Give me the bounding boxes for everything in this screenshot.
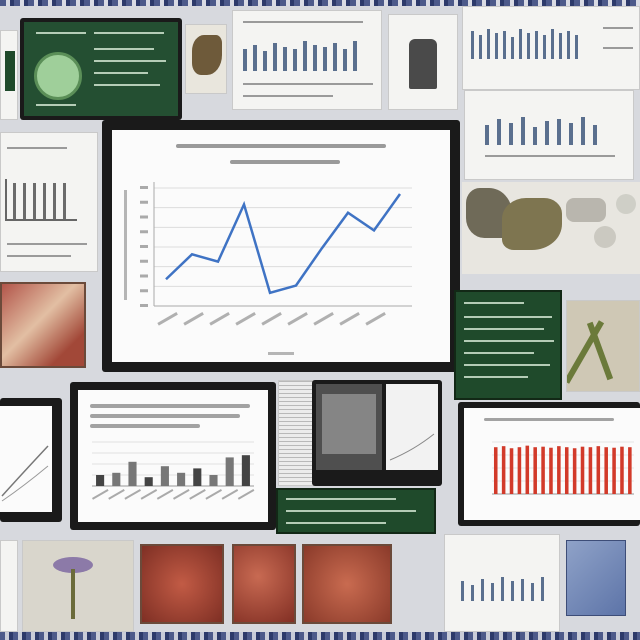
- x-tick-label: [261, 312, 282, 326]
- y-tick-mark: [140, 289, 148, 293]
- bar-chart-screen: [78, 390, 268, 522]
- x-tick-label: [287, 312, 308, 326]
- red-bar: [517, 447, 522, 494]
- red-bar: [604, 447, 608, 494]
- red-bar: [588, 447, 593, 494]
- main-line-chart-screen: [112, 130, 450, 362]
- right-plant-photo: [566, 300, 640, 392]
- bottom-painting-3: [302, 544, 392, 624]
- gray-bar: [144, 477, 153, 486]
- middle-chalkboard: [276, 488, 436, 534]
- artifact-cluster: [462, 182, 640, 274]
- bar-x-label: [205, 489, 222, 500]
- y-tick-mark: [140, 200, 148, 204]
- top-bar-chart-sheet: [232, 10, 382, 110]
- x-tick-label: [235, 312, 256, 326]
- red-bar: [557, 446, 561, 494]
- y-tick-mark: [140, 186, 148, 189]
- bar-x-label: [108, 489, 125, 500]
- top-artifact-photo: [185, 24, 227, 94]
- middle-small-monitor: [312, 380, 442, 486]
- main-chart-series-line: [165, 193, 402, 295]
- bottom-right-chart-sheet: [444, 534, 560, 632]
- red-bar: [541, 446, 545, 494]
- red-bar: [580, 446, 585, 494]
- bar-chart-monitor: [70, 382, 276, 530]
- red-bar-chart-screen: [464, 408, 640, 520]
- left-chart-sheet: [0, 132, 98, 272]
- bottom-painting-1: [140, 544, 224, 624]
- bottom-border-pattern: [0, 632, 640, 640]
- y-axis-label: [124, 190, 127, 300]
- x-tick-label: [209, 312, 230, 326]
- bottom-insect-drawing: [22, 540, 134, 632]
- bottom-painting-2: [232, 544, 296, 624]
- x-axis-label: [268, 352, 294, 355]
- bar-x-label: [92, 489, 109, 500]
- red-bar: [564, 447, 569, 494]
- bar-x-label: [237, 489, 255, 500]
- y-tick-mark: [140, 259, 148, 263]
- red-bar: [509, 448, 514, 494]
- red-bar: [493, 447, 498, 494]
- top-right-chart-sheet: [462, 6, 640, 90]
- right-chalkboard: [454, 290, 562, 400]
- gray-bar: [241, 455, 250, 486]
- red-bar: [612, 447, 616, 494]
- red-bar: [620, 446, 624, 494]
- main-monitor: [102, 120, 460, 372]
- gray-bar-chart: [92, 441, 255, 500]
- y-tick-mark: [140, 304, 148, 307]
- gray-bar: [112, 472, 121, 486]
- bar-x-label: [156, 489, 174, 500]
- bottom-left-sheet: [0, 540, 18, 632]
- red-bar: [533, 447, 537, 494]
- y-tick-mark: [140, 245, 148, 248]
- y-tick-mark: [140, 215, 148, 219]
- gray-bar: [96, 475, 105, 486]
- left-painting: [0, 282, 86, 368]
- gray-bar: [177, 472, 186, 486]
- left-small-monitor: [0, 398, 62, 522]
- gray-bar: [193, 468, 202, 486]
- red-bar-monitor: [458, 402, 640, 526]
- gray-bar: [128, 461, 137, 486]
- red-bar: [572, 448, 577, 494]
- main-line-chart: [124, 144, 412, 355]
- x-tick-label: [365, 312, 386, 326]
- red-bar-chart: [492, 441, 634, 495]
- bar-x-label: [221, 489, 239, 500]
- left-top-sheet: [0, 30, 18, 120]
- right-chart-sheet: [464, 90, 634, 180]
- bar-x-label: [173, 489, 190, 500]
- main-chart-title-bars: [176, 144, 386, 164]
- chalkboard-slide: [24, 22, 178, 116]
- top-bar-chart: [243, 41, 371, 71]
- x-tick-label: [313, 312, 334, 326]
- top-border-pattern: [0, 0, 640, 6]
- red-bar: [628, 447, 632, 494]
- gray-bar: [209, 475, 218, 486]
- bar-x-label: [124, 489, 141, 500]
- red-bar: [549, 447, 553, 494]
- x-tick-label: [339, 312, 360, 326]
- y-tick-mark: [140, 230, 148, 234]
- top-left-monitor: [20, 18, 182, 120]
- gray-bar: [160, 466, 169, 486]
- y-tick-mark: [140, 274, 148, 278]
- bottom-right-blue-image: [566, 540, 626, 616]
- top-garment-photo: [388, 14, 458, 110]
- gray-bar: [225, 457, 234, 486]
- sketch-sheet: [278, 380, 318, 486]
- x-tick-label: [157, 312, 178, 326]
- red-bar: [525, 445, 530, 494]
- red-bar: [501, 446, 506, 494]
- bar-x-label: [189, 489, 206, 500]
- bar-x-label: [140, 489, 158, 500]
- red-bar: [596, 446, 601, 494]
- x-tick-label: [183, 312, 204, 326]
- green-disc-image: [34, 52, 82, 100]
